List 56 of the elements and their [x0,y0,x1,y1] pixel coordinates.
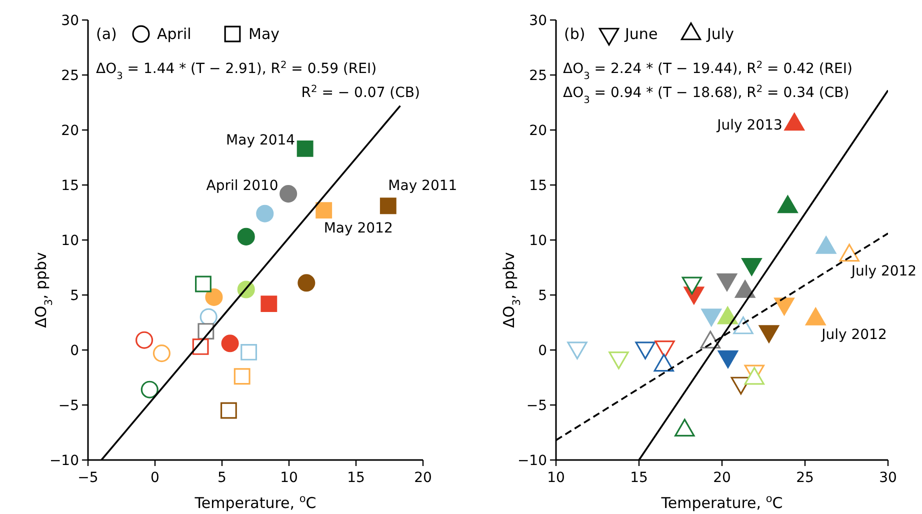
y-tick-label: 20 [529,123,547,139]
y-tick-label: 10 [61,233,79,249]
annotation: May 2014 [226,132,296,149]
point [140,380,158,398]
point [152,344,170,362]
x-tick-label: 15 [630,470,648,486]
point [136,331,154,349]
y-tick-label: 5 [70,288,79,304]
x-tick-label: 20 [414,470,432,486]
y-tick-label: −5 [58,398,79,414]
x-tick-label: 20 [713,470,731,486]
chart-title: (b) [564,25,586,43]
y-tick-label: −10 [49,453,79,469]
x-tick-label: 15 [347,470,365,486]
annotation: May 2011 [388,178,458,194]
annotation: July [706,25,734,43]
x-axis-title: Temperature, $^{o}$C [660,493,783,512]
y-tick-label: 5 [538,288,547,304]
point [280,185,298,203]
y-tick-label: −10 [517,453,547,469]
annotation: ΔO$_{3}$ = 2.24 * (T − 19.44), R$^{2}$ = 0.42 (REI) [563,60,852,82]
point [256,204,274,222]
y-tick-label: 0 [70,343,79,359]
x-tick-label: 5 [218,470,226,486]
y-tick-label: 15 [61,178,79,194]
y-tick-label: 30 [529,13,547,29]
x-tick-label: 0 [150,470,160,486]
x-tick-label: 30 [879,470,897,486]
y-tick-label: 0 [538,343,547,359]
point [220,402,237,419]
y-tick-label: −5 [526,398,547,414]
point [234,368,250,385]
chart-title: (a) [96,25,117,43]
annotation: July 2012 [820,327,887,344]
annotation: ΔO$_{3}$ = 0.94 * (T − 18.68), R$^{2}$ = 0.34 (CB) [563,84,850,106]
annotation: May 2012 [324,220,393,236]
x-tick-label: 10 [280,470,298,486]
annotation: June [624,25,658,43]
annotation: ΔO$_{3}$ = 1.44 * (T − 2.91), R$^{2}$ = 0.59 (REI) [96,60,377,82]
annotation: R$^{2}$ = − 0.07 (CB) [301,84,420,101]
y-tick-label: 30 [61,13,79,29]
y-tick-label: 25 [61,68,79,84]
y-tick-label: 10 [529,233,547,249]
y-tick-label: 25 [529,68,547,84]
annotation: April 2010 [206,178,278,194]
annotation: July 2012 [850,263,917,280]
annotation: April [157,25,192,43]
y-tick-label: 20 [61,123,79,139]
y-tick-label: 15 [529,178,547,194]
x-tick-label: 25 [796,470,814,486]
x-axis-title: Temperature, $^{o}$C [194,493,316,512]
annotation: May [248,25,280,43]
point [200,308,218,326]
point [240,344,258,360]
annotation: July 2013 [716,118,782,134]
point [195,276,212,292]
